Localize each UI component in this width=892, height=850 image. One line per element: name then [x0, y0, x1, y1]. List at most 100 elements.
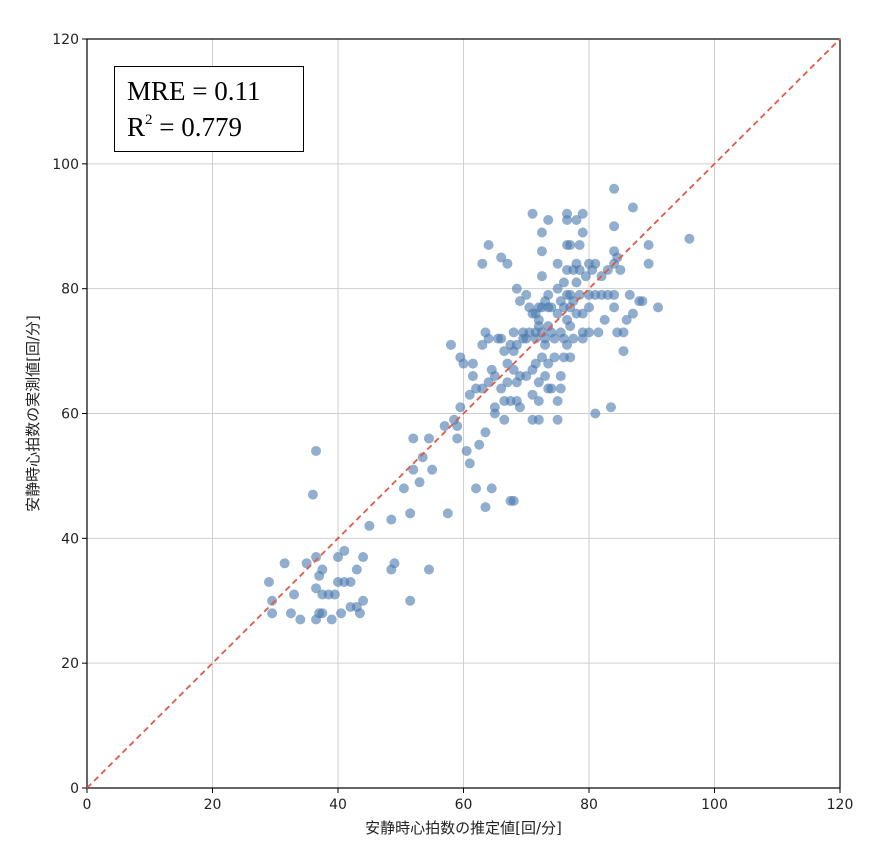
data-point	[480, 502, 491, 513]
x-tick-label: 100	[701, 797, 728, 813]
x-tick-label: 80	[580, 797, 598, 813]
data-point	[558, 277, 569, 288]
data-point	[565, 352, 576, 363]
data-point	[414, 477, 425, 488]
data-point	[311, 552, 322, 563]
data-point	[643, 258, 654, 269]
data-point	[584, 302, 594, 313]
data-point	[499, 346, 510, 357]
data-point	[458, 358, 469, 369]
y-tick-label: 60	[61, 407, 79, 423]
data-point	[455, 402, 466, 413]
data-point	[533, 377, 544, 388]
data-point	[311, 445, 322, 456]
data-point	[571, 277, 582, 288]
x-tick-label: 20	[204, 797, 222, 813]
data-point	[405, 508, 416, 519]
data-point	[486, 483, 497, 494]
y-tick-label: 0	[70, 781, 79, 797]
data-point	[474, 439, 485, 450]
data-point	[311, 583, 322, 594]
data-point	[618, 327, 629, 338]
data-point	[536, 352, 547, 363]
data-point	[599, 314, 610, 325]
x-axis-ticks: 0 20 40 60 80 100 120	[83, 788, 854, 813]
data-point	[461, 445, 472, 456]
data-point	[354, 608, 365, 619]
data-point	[540, 371, 551, 382]
data-point	[389, 558, 400, 569]
x-axis-label: 安静時心拍数の推定値[回/分]	[365, 819, 562, 837]
data-point	[464, 389, 475, 400]
data-point	[351, 564, 362, 575]
data-point	[555, 383, 566, 394]
data-point	[496, 383, 507, 394]
y-tick-label: 20	[61, 656, 79, 672]
data-point	[653, 302, 664, 313]
y-tick-label: 80	[61, 282, 79, 298]
y-axis-ticks: 0 20 40 60 80 100 120	[52, 32, 87, 797]
mre-text: MRE = 0.11	[127, 76, 261, 106]
data-point	[549, 333, 560, 344]
stats-annotation-box: MRE = 0.11 R2 = 0.779	[114, 66, 304, 152]
x-tick-label: 40	[329, 797, 347, 813]
data-point	[590, 408, 601, 419]
data-point	[521, 289, 532, 300]
data-point	[502, 377, 513, 388]
data-point	[267, 608, 278, 619]
data-point	[555, 371, 566, 382]
data-point	[483, 333, 494, 344]
data-point	[609, 221, 620, 232]
data-point	[605, 402, 616, 413]
r-squared-text: R2 = 0.779	[127, 109, 303, 145]
data-point	[571, 215, 582, 226]
data-point	[295, 614, 306, 625]
data-point	[637, 296, 648, 307]
data-point	[574, 289, 585, 300]
data-point	[568, 333, 579, 344]
y-tick-label: 120	[52, 32, 79, 48]
data-point	[317, 608, 328, 619]
data-point	[612, 252, 623, 263]
data-point	[574, 264, 585, 275]
data-point	[536, 246, 547, 257]
data-point	[398, 483, 409, 494]
data-point	[508, 364, 519, 375]
data-point	[336, 608, 347, 619]
data-point	[423, 433, 434, 444]
data-point	[593, 327, 604, 338]
data-point	[609, 302, 620, 313]
data-point	[514, 296, 525, 307]
data-point	[552, 414, 563, 425]
data-point	[405, 595, 416, 606]
data-point	[574, 239, 585, 250]
data-point	[562, 339, 573, 350]
data-point	[577, 227, 588, 238]
data-point	[552, 396, 563, 407]
data-point	[417, 452, 428, 463]
x-tick-label: 120	[827, 797, 854, 813]
data-point	[499, 414, 510, 425]
data-point	[684, 233, 695, 244]
data-point	[471, 483, 482, 494]
data-point	[496, 333, 507, 344]
r2-prefix: R	[127, 112, 146, 142]
data-point	[627, 202, 638, 213]
data-point	[480, 427, 491, 438]
data-point	[279, 558, 290, 569]
data-point	[584, 327, 594, 338]
x-tick-label: 60	[455, 797, 473, 813]
data-point	[439, 420, 450, 431]
data-point	[514, 402, 525, 413]
data-point	[263, 577, 274, 588]
y-tick-label: 40	[61, 531, 79, 547]
data-point	[627, 308, 638, 319]
data-point	[477, 258, 488, 269]
data-point	[326, 614, 337, 625]
data-point	[643, 239, 654, 250]
data-point	[496, 252, 507, 263]
data-point	[621, 314, 632, 325]
data-point	[565, 321, 576, 332]
data-point	[267, 595, 278, 606]
